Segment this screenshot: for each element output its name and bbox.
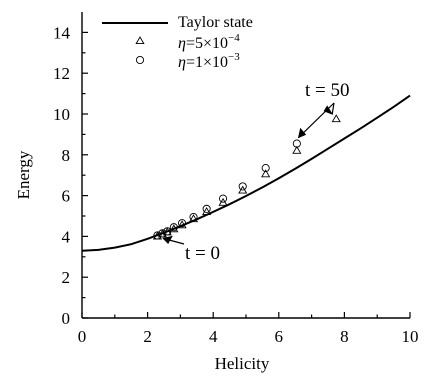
triangle-marker (188, 214, 199, 223)
plot-area (81, 94, 411, 252)
y-tick-label: 0 (62, 309, 71, 328)
arrowhead-t50-a (297, 127, 307, 139)
circle-marker (153, 231, 162, 240)
triangle-marker (202, 207, 212, 215)
annotations: t = 0 t = 50 (162, 80, 350, 264)
circle-marker (202, 204, 211, 213)
triangle-marker (177, 220, 187, 229)
circle-marker (158, 229, 167, 238)
circle-marker (292, 139, 301, 148)
circle-marker (163, 227, 172, 236)
legend-circle-marker (135, 55, 145, 65)
triangle-marker (261, 169, 271, 178)
circle-marker (238, 182, 247, 191)
x-tick-label: 2 (143, 327, 152, 346)
y-tick-label: 10 (53, 105, 70, 124)
y-tick-label: 4 (62, 227, 71, 246)
circle-marker (177, 219, 187, 228)
circle-marker (189, 212, 198, 222)
x-tick-label: 0 (78, 327, 87, 346)
y-axis-label: Energy (14, 150, 33, 199)
y-tick-label: 8 (62, 146, 71, 165)
arrow-t50-b (331, 102, 335, 115)
arrowhead-t0 (162, 235, 173, 245)
triangle-marker (331, 114, 341, 123)
arrowhead-t50-b (323, 105, 334, 115)
annotation-t50: t = 50 (305, 80, 350, 101)
taylor-state-line (81, 94, 411, 252)
x-tick-label: 6 (275, 327, 284, 346)
x-tick-label: 4 (209, 327, 218, 346)
y-tick-label: 12 (53, 64, 70, 83)
x-tick-label: 8 (340, 327, 349, 346)
circle-marker (218, 194, 228, 203)
y-tick-label: 6 (62, 187, 71, 206)
axes: 0 2 4 6 8 10 0 2 4 6 8 10 12 14 (53, 12, 419, 346)
legend-label: Taylor state (178, 14, 253, 31)
circle-marker (261, 164, 270, 173)
x-tick-label: 10 (402, 327, 419, 346)
triangle-marker (169, 224, 179, 233)
annotation-t0: t = 0 (185, 243, 220, 264)
y-tick-label: 2 (62, 268, 71, 287)
triangle-marker (292, 145, 302, 154)
circle-marker (169, 223, 178, 232)
x-axis-label: Helicity (215, 354, 270, 373)
legend-label: η=5×10−4 (178, 32, 240, 52)
legend-triangle-marker (135, 36, 145, 45)
legend-label: η=1×10−3 (178, 51, 240, 71)
y-tick-label: 14 (53, 23, 71, 42)
